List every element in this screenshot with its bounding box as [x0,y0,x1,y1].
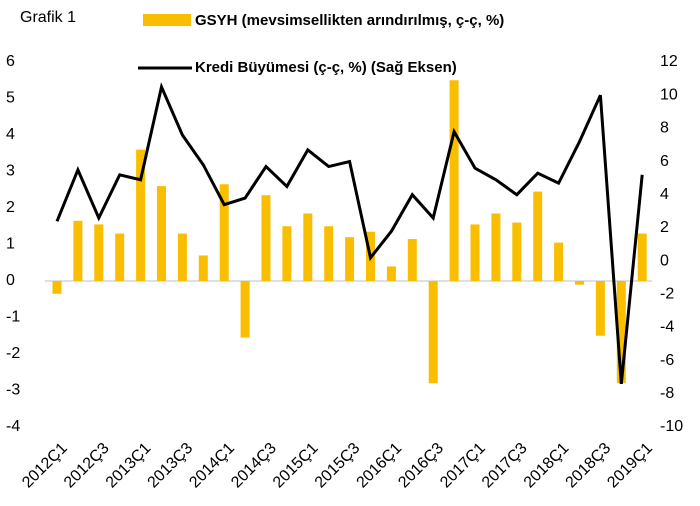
bar [136,149,146,281]
bar [637,233,647,281]
y-tick-label: -1 [6,309,20,326]
y2-tick-label: 10 [660,86,678,103]
bar [533,191,543,281]
bar [449,80,459,281]
bar [303,213,313,281]
annotation: Grafik 1 [20,9,76,26]
y2-tick-label: 8 [660,120,669,137]
y-tick-label: -2 [6,345,20,362]
bar [345,237,355,281]
bar [219,184,229,281]
x-tick-label: 2016Ç3 [395,440,447,492]
bar [282,226,292,281]
y-tick-label: 0 [6,272,15,289]
y2-tick-label: 4 [660,186,669,203]
x-tick-label: 2012Ç3 [61,440,113,492]
bar [94,224,104,281]
legend-swatch [143,14,191,26]
y-tick-label: 5 [6,90,15,107]
bar [407,239,417,281]
x-tick-label: 2014Ç1 [186,440,238,492]
bar [261,195,271,281]
y2-tick-label: 2 [660,219,669,236]
x-tick-label: 2012Ç1 [19,440,71,492]
y2-tick-label: 12 [660,53,678,70]
legend-label: Kredi Büyümesi (ç-ç, %) (Sağ Eksen) [195,59,457,76]
y2-tick-label: 0 [660,252,669,269]
bar [177,233,187,281]
bar [470,224,480,281]
x-tick-label: 2018Ç3 [563,440,615,492]
x-tick-label: 2019Ç1 [604,440,656,492]
y-tick-label: 3 [6,163,15,180]
x-tick-label: 2015Ç1 [270,440,322,492]
legend-label: GSYH (mevsimsellikten arındırılmış, ç-ç,… [195,12,504,29]
bar [428,281,438,384]
y-tick-label: 6 [6,53,15,70]
x-tick-label: 2015Ç3 [312,440,364,492]
x-tick-label: 2014Ç3 [228,440,280,492]
x-tick-label: 2018Ç1 [521,440,573,492]
x-tick-label: 2013Ç3 [145,440,197,492]
bar [240,281,250,338]
y-tick-label: 1 [6,236,15,253]
x-tick-label: 2016Ç1 [354,440,406,492]
bar [52,281,62,294]
bar [616,281,626,384]
bar [575,281,584,285]
line [55,82,644,385]
y-tick-label: -3 [6,382,20,399]
y2-tick-label: 6 [660,153,669,170]
y2-tick-label: -6 [660,352,674,369]
y2-tick-label: -4 [660,319,674,336]
x-tick-label: 2013Ç1 [103,440,155,492]
bar [491,213,501,281]
bar [595,281,605,336]
bar [386,266,396,281]
bar [115,233,125,281]
y-tick-label: 2 [6,199,15,216]
bar [554,242,564,281]
bar [512,222,522,281]
bar [73,220,83,281]
x-tick-label: 2017Ç3 [479,440,531,492]
y-tick-label: 4 [6,126,15,143]
bar [198,255,208,281]
y2-tick-label: -2 [660,285,674,302]
y2-tick-label: -8 [660,385,674,402]
bar [157,186,166,281]
y-tick-label: -4 [6,418,20,435]
y2-tick-label: -10 [660,418,683,435]
bar [324,226,334,281]
x-tick-label: 2017Ç1 [437,440,489,492]
